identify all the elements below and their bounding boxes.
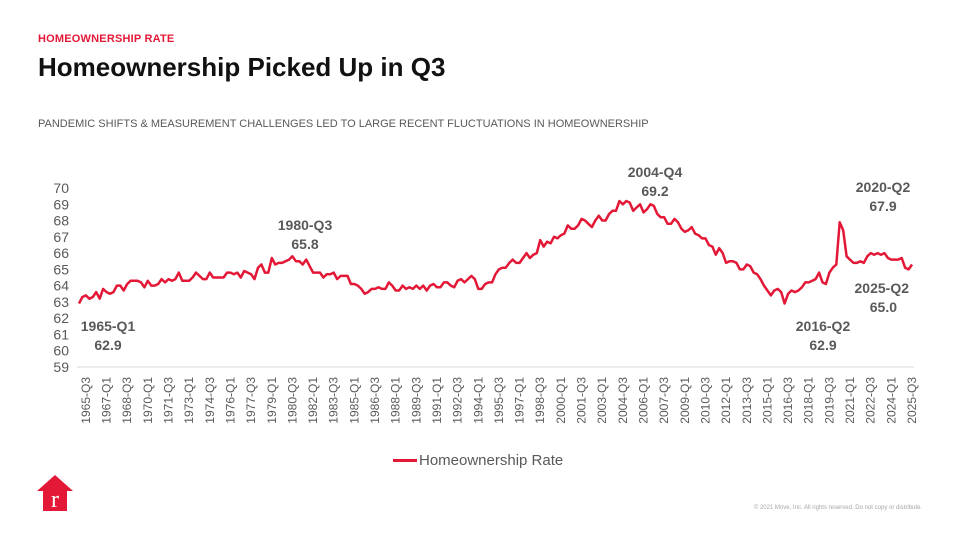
x-tick-label: 1994-Q1 <box>471 377 485 424</box>
annotation-value: 65.0 <box>870 299 897 315</box>
chart-subtitle: PANDEMIC SHIFTS & MEASUREMENT CHALLENGES… <box>38 118 649 130</box>
annotation-label: 1965-Q1 <box>81 318 136 334</box>
x-tick-label: 1982-Q1 <box>306 377 320 424</box>
legend-label: Homeownership Rate <box>419 452 564 469</box>
y-tick-label: 65 <box>53 261 69 277</box>
annotation-label: 2020-Q2 <box>856 179 911 195</box>
page-title: Homeownership Picked Up in Q3 <box>38 52 446 82</box>
x-tick-label: 2016-Q3 <box>781 377 795 424</box>
x-tick-label: 1995-Q3 <box>492 377 506 424</box>
annotation-value: 67.9 <box>869 198 896 214</box>
annotation-value: 65.8 <box>291 236 318 252</box>
x-tick-label: 1974-Q3 <box>203 377 217 424</box>
x-tick-label: 2004-Q3 <box>616 377 630 424</box>
realtor-logo: r <box>37 475 73 516</box>
x-tick-label: 2012-Q1 <box>719 377 733 424</box>
x-tick-label: 1977-Q3 <box>244 377 258 424</box>
house-r-icon: r <box>37 475 73 513</box>
annotation-label: 2016-Q2 <box>796 318 851 334</box>
x-tick-label: 1991-Q1 <box>430 377 444 424</box>
x-tick-label: 1997-Q1 <box>513 377 527 424</box>
y-tick-label: 64 <box>53 278 69 294</box>
annotation-label: 2004-Q4 <box>628 164 683 180</box>
x-tick-label: 1967-Q1 <box>100 377 114 424</box>
x-tick-label: 1983-Q3 <box>327 377 341 424</box>
x-tick-label: 2007-Q3 <box>657 377 671 424</box>
kicker-label: HOMEOWNERSHIP RATE <box>38 33 175 45</box>
x-tick-label: 2025-Q3 <box>905 377 919 424</box>
y-tick-label: 66 <box>53 245 69 261</box>
annotation-value: 62.9 <box>809 337 836 353</box>
x-tick-label: 2000-Q1 <box>554 377 568 424</box>
y-tick-label: 61 <box>53 326 69 342</box>
copyright-notice: © 2021 Move, Inc. All rights reserved. D… <box>753 505 922 511</box>
y-tick-label: 67 <box>53 229 69 245</box>
svg-text:r: r <box>51 487 59 511</box>
x-tick-label: 1973-Q1 <box>182 377 196 424</box>
x-tick-label: 2001-Q3 <box>575 377 589 424</box>
x-tick-label: 2021-Q1 <box>843 377 857 424</box>
x-tick-label: 2019-Q3 <box>822 377 836 424</box>
x-tick-label: 1988-Q1 <box>389 377 403 424</box>
y-tick-label: 68 <box>53 213 69 229</box>
x-tick-label: 1971-Q3 <box>161 377 175 424</box>
annotation-label: 2025-Q2 <box>855 280 910 296</box>
annotation-value: 69.2 <box>641 183 668 199</box>
x-tick-label: 1980-Q3 <box>285 377 299 424</box>
x-tick-label: 1989-Q3 <box>409 377 423 424</box>
x-tick-label: 1979-Q1 <box>265 377 279 424</box>
y-tick-label: 60 <box>53 343 69 359</box>
y-tick-label: 63 <box>53 294 69 310</box>
x-tick-label: 2024-Q1 <box>884 377 898 424</box>
x-tick-label: 1992-Q3 <box>451 377 465 424</box>
x-tick-label: 2006-Q1 <box>637 377 651 424</box>
y-tick-label: 62 <box>53 310 69 326</box>
x-tick-label: 1968-Q3 <box>120 377 134 424</box>
x-tick-label: 2022-Q3 <box>864 377 878 424</box>
series-line-homeownership-rate <box>77 199 914 305</box>
x-tick-label: 2018-Q1 <box>802 377 816 424</box>
x-tick-label: 2003-Q1 <box>595 377 609 424</box>
y-tick-label: 69 <box>53 196 69 212</box>
x-tick-label: 2015-Q1 <box>760 377 774 424</box>
x-tick-label: 2013-Q3 <box>740 377 754 424</box>
x-tick-label: 1985-Q1 <box>347 377 361 424</box>
x-tick-label: 2009-Q1 <box>678 377 692 424</box>
legend-swatch <box>393 459 417 462</box>
y-tick-label: 70 <box>53 180 69 196</box>
x-tick-label: 2010-Q3 <box>698 377 712 424</box>
x-tick-label: 1965-Q3 <box>79 377 93 424</box>
x-tick-label: 1976-Q1 <box>223 377 237 424</box>
annotation-value: 62.9 <box>94 337 121 353</box>
x-tick-label: 1970-Q1 <box>141 377 155 424</box>
annotation-label: 1980-Q3 <box>278 217 333 233</box>
x-tick-label: 1986-Q3 <box>368 377 382 424</box>
chart-legend: Homeownership Rate <box>393 452 563 469</box>
x-tick-label: 1998-Q3 <box>533 377 547 424</box>
y-tick-label: 59 <box>53 359 69 375</box>
